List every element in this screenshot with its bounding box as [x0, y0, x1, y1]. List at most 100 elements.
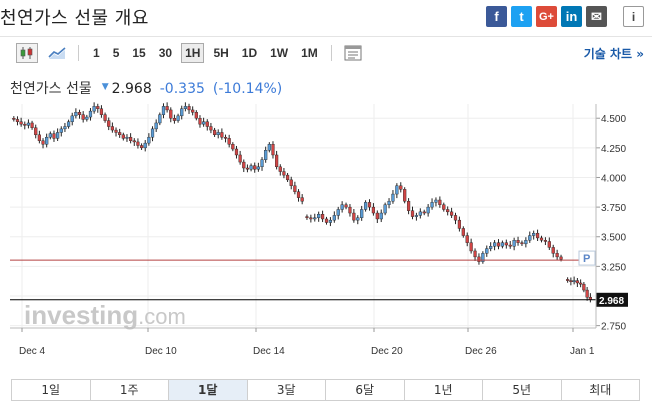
linkedin-icon[interactable]: in	[561, 6, 582, 27]
candle	[391, 193, 395, 202]
candlestick-icon[interactable]	[16, 43, 38, 63]
candle	[191, 109, 195, 113]
candle	[198, 118, 202, 125]
range-tab-3[interactable]: 3달	[247, 380, 326, 400]
candle	[161, 106, 166, 115]
candle	[125, 136, 129, 139]
timeframe-15[interactable]: 15	[132, 46, 146, 60]
candle	[453, 215, 458, 221]
candle	[66, 121, 71, 127]
google-plus-icon[interactable]: G+	[536, 6, 557, 27]
candle	[559, 256, 563, 260]
candle	[371, 206, 376, 214]
facebook-icon[interactable]: f	[486, 6, 507, 27]
header-divider	[0, 36, 652, 37]
timeframe-1d[interactable]: 1D	[241, 46, 258, 60]
range-tab-1[interactable]: 1주	[90, 380, 169, 400]
candle	[59, 128, 63, 133]
candle	[434, 199, 438, 203]
candle	[442, 204, 446, 210]
candle	[41, 140, 45, 145]
candle	[446, 209, 450, 213]
candle	[30, 122, 34, 128]
candle	[582, 283, 586, 291]
indicator-panel-icon[interactable]	[342, 43, 364, 63]
candle	[356, 217, 360, 221]
candle	[143, 142, 147, 149]
candle	[15, 119, 20, 122]
candle	[176, 115, 180, 121]
timeframe-1h[interactable]: 1H	[181, 43, 205, 63]
candle	[296, 191, 301, 198]
candle	[242, 161, 246, 169]
range-tab-5[interactable]: 1년	[404, 380, 483, 400]
candle	[539, 237, 544, 241]
candle	[332, 215, 336, 221]
timeframe-1w[interactable]: 1W	[270, 46, 289, 60]
candle	[77, 112, 82, 115]
candle	[438, 199, 442, 205]
x-tick-label: Dec 20	[371, 346, 403, 357]
candle	[492, 242, 497, 247]
previous-close-marker	[578, 250, 596, 266]
candle	[516, 240, 520, 243]
x-tick-label: Dec 4	[19, 346, 46, 357]
candle	[92, 106, 96, 112]
range-tab-7[interactable]: 최대	[561, 380, 639, 400]
candle	[154, 122, 158, 130]
range-tab-2[interactable]: 1달	[169, 380, 248, 400]
candle	[85, 116, 89, 120]
candle	[238, 154, 242, 163]
y-tick-label: 4.000	[601, 173, 626, 184]
info-icon[interactable]: i	[623, 6, 644, 27]
candle	[320, 214, 325, 220]
candle	[504, 242, 508, 246]
line-chart-icon[interactable]	[46, 43, 68, 63]
timeframe-5h[interactable]: 5H	[213, 46, 229, 60]
x-tick-label: Dec 10	[145, 346, 177, 357]
candle	[121, 134, 125, 139]
candle	[473, 250, 477, 258]
candle	[317, 214, 321, 218]
candle	[103, 114, 107, 121]
last-price-tag-label: 2.968	[599, 296, 624, 307]
candle	[457, 219, 462, 229]
x-tick-label: Jan 1	[570, 346, 595, 357]
chart-toolbar: 1 5 15 30 1H 5H 1D 1W 1M 기술 차트 »	[16, 42, 644, 64]
twitter-icon[interactable]: t	[511, 6, 532, 27]
candle	[352, 212, 356, 221]
timeframe-1[interactable]: 1	[93, 46, 100, 60]
candle	[158, 114, 162, 124]
range-tab-4[interactable]: 6달	[326, 380, 405, 400]
candle	[114, 129, 118, 133]
candle	[147, 136, 151, 144]
range-tab-0[interactable]: 1일	[12, 380, 91, 400]
candle	[216, 132, 220, 136]
candle	[418, 211, 422, 216]
price-chart[interactable]: 4.5004.2504.0003.7503.5003.2503.0002.750…	[0, 96, 652, 358]
x-tick-label: Dec 14	[253, 346, 285, 357]
toolbar-divider	[330, 45, 332, 61]
candle	[461, 228, 465, 236]
candle	[524, 240, 528, 245]
candle	[150, 128, 155, 138]
timeframe-5[interactable]: 5	[112, 46, 120, 60]
candle	[282, 171, 286, 176]
advanced-chart-link[interactable]: 기술 차트 »	[583, 46, 644, 61]
share-bar: f t G+ in ✉ i	[486, 6, 644, 27]
candle	[569, 280, 573, 282]
timeframe-1m[interactable]: 1M	[301, 46, 318, 60]
y-tick-label: 3.500	[601, 233, 626, 244]
candle	[63, 126, 67, 130]
timeframe-30[interactable]: 30	[158, 46, 173, 60]
candle	[249, 165, 253, 170]
range-tab-6[interactable]: 5년	[483, 380, 562, 400]
candle	[575, 280, 579, 284]
candle	[340, 204, 344, 210]
candle	[26, 122, 31, 126]
last-price: 2.968	[111, 81, 152, 97]
email-icon[interactable]: ✉	[586, 6, 607, 27]
candle	[328, 219, 333, 223]
candle	[496, 242, 501, 247]
candle	[422, 211, 426, 214]
